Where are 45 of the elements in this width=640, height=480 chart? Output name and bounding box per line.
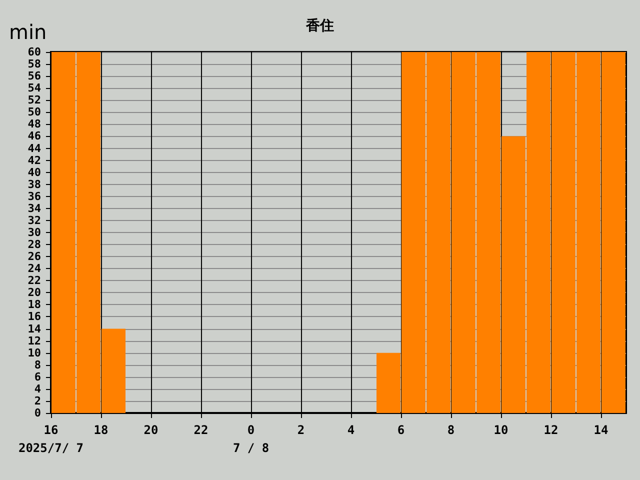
y-tick-label: 8 [34,358,41,372]
y-tick-label: 4 [34,382,42,396]
y-tick-label: 48 [28,118,41,131]
x-tick-label: 4 [347,423,355,437]
y-axis-title: min [9,20,47,44]
y-tick-label: 14 [28,322,42,336]
y-tick-label: 0 [34,406,41,420]
y-tick-label: 46 [28,130,42,143]
y-tick-label: 18 [28,298,41,312]
y-tick-label: 26 [28,250,42,264]
y-tick-label: 24 [28,262,42,276]
y-tick-label: 20 [28,286,41,300]
x-tick-label: 18 [94,423,108,437]
y-tick-label: 44 [28,142,42,155]
x-tick-label: 0 7 / 8 [232,423,270,455]
x-tick-label: 10 [494,423,508,437]
y-tick-label: 28 [28,238,41,252]
y-tick-label: 54 [28,82,42,95]
x-tick-label: 2 [297,423,305,437]
y-tick-label: 40 [28,166,41,179]
y-tick-label: 12 [28,334,41,348]
x-tick-label: 8 [447,423,455,437]
x-tick-label: 22 [194,423,208,437]
x-tick-label: 16 2025/7/ 7 [18,423,84,455]
y-tick-label: 6 [34,370,42,384]
y-tick-label: 56 [28,70,42,83]
x-tick-label: 14 [594,423,608,437]
y-tick-label: 30 [28,226,41,239]
chart-title: 香住 [305,18,334,34]
y-tick-label: 58 [28,58,41,71]
y-tick-label: 22 [28,274,41,288]
x-tick-label: 12 [544,423,558,437]
y-tick-label: 60 [28,46,41,58]
x-tick-label: 6 [397,423,405,437]
y-tick-label: 32 [28,214,41,227]
y-tick-label: 38 [28,178,41,191]
y-tick-label: 16 [28,310,42,324]
y-tick-label: 36 [28,190,42,203]
y-tick-label: 10 [28,346,41,360]
y-tick-label: 42 [28,154,41,167]
y-tick-label: 52 [28,94,41,107]
y-tick-label: 34 [28,202,42,215]
y-tick-label: 50 [28,106,41,119]
x-tick-label: 20 [144,423,158,437]
y-tick-label: 2 [34,394,41,408]
